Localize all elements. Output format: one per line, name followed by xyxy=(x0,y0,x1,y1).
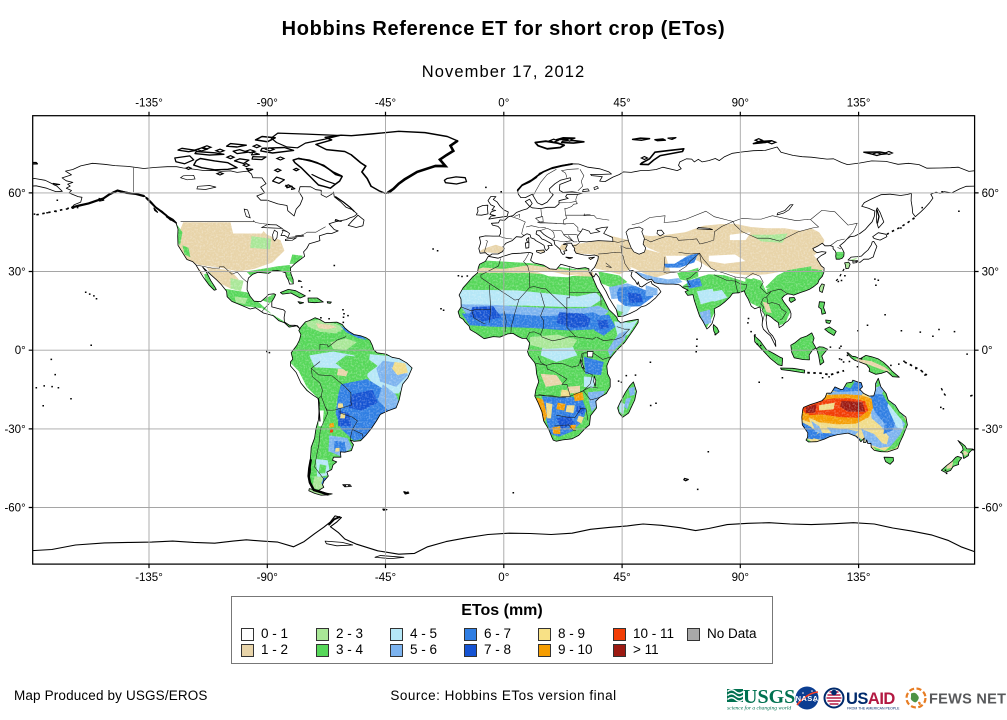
svg-text:0°: 0° xyxy=(15,345,26,357)
svg-text:45°: 45° xyxy=(613,98,630,110)
svg-text:-60°: -60° xyxy=(982,503,1003,515)
svg-text:60°: 60° xyxy=(982,188,999,200)
svg-text:60°: 60° xyxy=(8,188,25,200)
svg-text:0°: 0° xyxy=(498,98,509,110)
svg-text:-135°: -135° xyxy=(135,98,163,110)
svg-text:-45°: -45° xyxy=(375,98,396,110)
svg-text:-135°: -135° xyxy=(135,572,163,584)
svg-text:135°: 135° xyxy=(847,572,871,584)
svg-text:90°: 90° xyxy=(732,572,749,584)
svg-text:90°: 90° xyxy=(732,98,749,110)
svg-text:-45°: -45° xyxy=(375,572,396,584)
svg-text:FROM THE AMERICAN PEOPLE: FROM THE AMERICAN PEOPLE xyxy=(847,707,900,711)
svg-text:0°: 0° xyxy=(498,572,509,584)
svg-text:135°: 135° xyxy=(847,98,871,110)
svg-text:science for a changing world: science for a changing world xyxy=(727,705,791,712)
svg-text:-90°: -90° xyxy=(257,572,278,584)
svg-text:NASA: NASA xyxy=(796,694,819,703)
svg-text:FEWS NET: FEWS NET xyxy=(929,692,1006,708)
svg-text:30°: 30° xyxy=(982,267,999,279)
svg-text:-30°: -30° xyxy=(4,424,25,436)
svg-text:-60°: -60° xyxy=(4,503,25,515)
svg-text:-90°: -90° xyxy=(257,98,278,110)
svg-text:USGS: USGS xyxy=(743,686,795,708)
svg-text:30°: 30° xyxy=(8,267,25,279)
svg-text:0°: 0° xyxy=(982,345,993,357)
svg-text:45°: 45° xyxy=(613,572,630,584)
svg-text:USAID: USAID xyxy=(846,690,895,708)
svg-text:-30°: -30° xyxy=(982,424,1003,436)
